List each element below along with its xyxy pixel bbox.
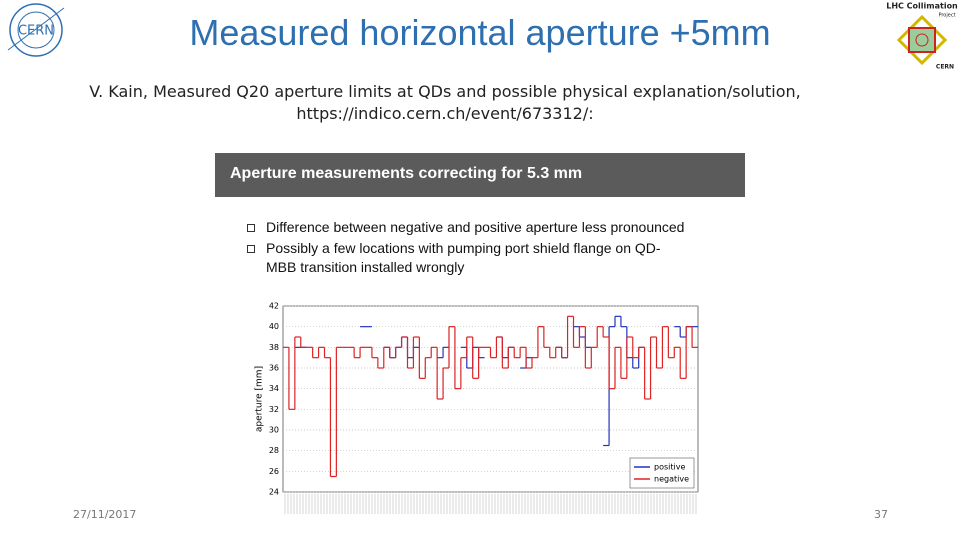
y-tick-label: 32 <box>269 405 279 414</box>
legend-box <box>629 457 695 489</box>
logo-text: LHC Collimation <box>886 2 958 11</box>
panel-heading: Aperture measurements correcting for 5.3… <box>230 165 583 182</box>
bullet: Possibly a few locations with pumping po… <box>266 240 661 256</box>
legend-label: negative <box>654 475 689 484</box>
y-tick-label: 26 <box>269 467 279 476</box>
y-tick-label: 30 <box>269 426 279 435</box>
y-axis-label: aperture [mm] <box>255 366 265 432</box>
logo-text: Project <box>938 13 955 19</box>
bullet-marker <box>247 224 255 232</box>
heading-panel: Aperture measurements correcting for 5.3… <box>215 153 745 197</box>
legend-label: positive <box>654 463 685 472</box>
y-tick-label: 38 <box>269 343 279 352</box>
y-tick-label: 42 <box>269 302 279 311</box>
page-number: 37 <box>874 508 888 521</box>
citation: V. Kain, Measured Q20 aperture limits at… <box>89 82 801 101</box>
bullet-marker <box>247 245 255 253</box>
logo-text: CERN <box>18 24 54 39</box>
logo-text: CERN <box>936 64 954 71</box>
footer-date: 27/11/2017 <box>73 508 137 521</box>
y-tick-label: 40 <box>269 322 279 331</box>
citation: https://indico.cern.ch/event/673312/: <box>296 104 594 123</box>
y-tick-label: 34 <box>269 384 279 393</box>
cern-logo: CERN <box>7 3 65 57</box>
title: Measured horizontal aperture +5mm <box>189 12 771 53</box>
bullet: Difference between negative and positive… <box>266 219 685 235</box>
y-tick-label: 28 <box>269 446 279 455</box>
bullet: MBB transition installed wrongly <box>266 259 465 275</box>
y-tick-label: 36 <box>269 364 279 373</box>
y-tick-label: 24 <box>269 488 279 497</box>
collimation-logo: LHC Collimation Project CERN <box>886 2 958 71</box>
chart: aperture [mm] 24 26 28 30 32 34 36 38 40 42 positi… <box>255 302 699 516</box>
